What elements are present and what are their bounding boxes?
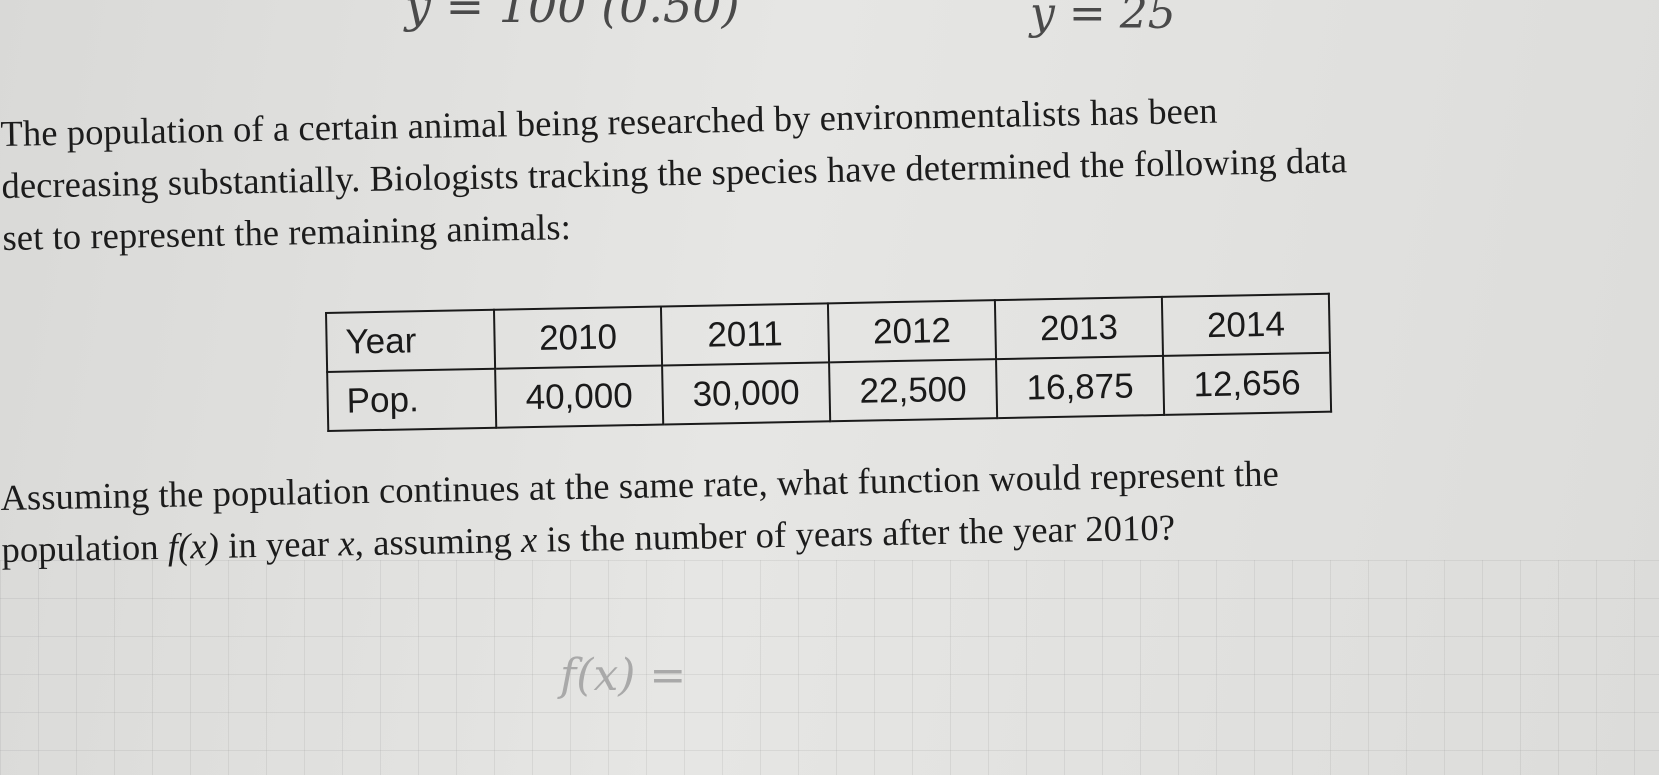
handwritten-top-right: y = 25 — [1028, 0, 1176, 39]
handwritten-answer: f(x) = — [557, 650, 686, 701]
question-text-end: is the number of years after the year 20… — [536, 506, 1176, 560]
population-cell: 22,500 — [829, 359, 998, 422]
function-notation: f(x) — [167, 524, 220, 567]
year-cell: 2011 — [660, 303, 830, 366]
year-cell: 2013 — [994, 296, 1163, 360]
year-cell: 2014 — [1161, 293, 1330, 356]
grid-paper-background — [0, 560, 1659, 775]
year-cell: 2012 — [827, 300, 997, 363]
variable-x-second: x — [520, 518, 538, 561]
row-label-year: Year — [326, 309, 496, 372]
handwritten-top-right-text: y = 25 — [1028, 0, 1176, 39]
row-label-pop: Pop. — [327, 368, 497, 431]
question-text-mid2: , assuming — [354, 519, 522, 564]
handwritten-answer-text: f(x) = — [557, 650, 686, 701]
population-cell: 16,875 — [996, 355, 1165, 419]
handwritten-top-left-text: y = 100 (0.50) — [403, 0, 740, 33]
variable-x: x — [337, 522, 356, 564]
question-text-mid: in year — [218, 522, 339, 566]
population-cell: 12,656 — [1162, 352, 1332, 415]
problem-intro: The population of a certain animal being… — [0, 82, 1349, 264]
handwritten-top-left: y = 100 (0.50) — [403, 0, 740, 33]
population-cell: 30,000 — [662, 362, 831, 425]
population-table: Year 2010 2011 2012 2013 2014 Pop. 40,00… — [325, 293, 1332, 432]
population-table-container: Year 2010 2011 2012 2013 2014 Pop. 40,00… — [325, 293, 1332, 432]
question-text-start: population — [1, 525, 169, 570]
population-cell: 40,000 — [495, 365, 664, 428]
year-cell: 2010 — [493, 306, 663, 369]
